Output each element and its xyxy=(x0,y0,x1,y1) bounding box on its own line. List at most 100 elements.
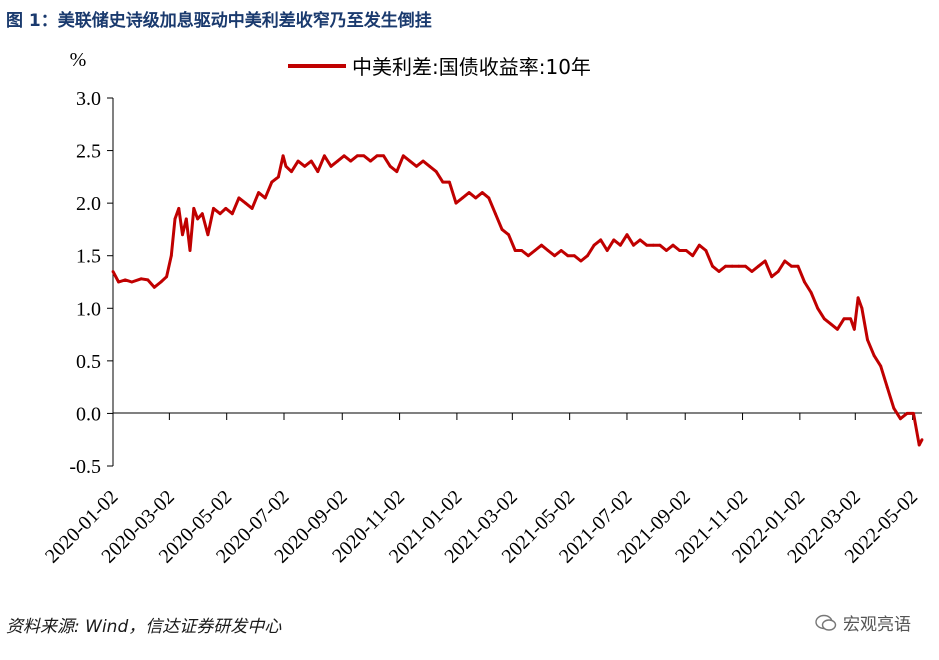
data-point xyxy=(303,164,307,168)
data-point xyxy=(912,412,915,415)
data-point xyxy=(290,170,293,174)
data-point xyxy=(250,207,254,210)
data-point xyxy=(146,278,150,282)
data-point xyxy=(892,406,896,410)
data-point xyxy=(355,154,359,158)
legend-label: 中美利差:国债收益率:10年 xyxy=(352,55,591,79)
y-tick-label: 2.0 xyxy=(76,193,101,215)
data-point xyxy=(599,238,603,242)
data-point xyxy=(461,196,464,200)
data-point xyxy=(159,280,163,284)
data-point xyxy=(401,154,405,158)
data-point xyxy=(920,438,924,442)
data-point xyxy=(349,159,353,163)
data-point xyxy=(329,164,333,168)
data-point xyxy=(500,228,504,231)
chart-title: 图 1：美联储史诗级加息驱动中美利差收窄乃至发生倒挂 xyxy=(6,11,432,31)
data-point xyxy=(395,170,399,174)
data-point xyxy=(724,264,727,268)
data-point xyxy=(586,254,589,258)
data-point xyxy=(879,364,883,368)
data-point xyxy=(866,338,869,342)
data-point xyxy=(526,254,530,258)
data-point xyxy=(559,249,563,252)
data-point xyxy=(744,264,747,268)
data-point xyxy=(671,243,675,247)
data-point xyxy=(369,159,372,163)
data-point xyxy=(658,243,662,247)
data-point xyxy=(152,285,156,289)
data-point xyxy=(579,259,583,263)
data-point xyxy=(645,243,649,247)
data-point xyxy=(139,277,143,281)
data-point xyxy=(905,412,909,415)
data-point xyxy=(382,154,385,158)
data-point xyxy=(224,207,228,210)
y-tick-label: 0.0 xyxy=(76,403,101,425)
data-point xyxy=(441,180,445,184)
data-point xyxy=(467,191,471,195)
data-point xyxy=(803,280,806,284)
data-point xyxy=(428,164,431,168)
data-point xyxy=(763,259,767,263)
data-point xyxy=(856,296,860,300)
data-point xyxy=(296,159,300,163)
data-point xyxy=(177,207,181,210)
data-point xyxy=(218,212,222,216)
y-tick-label: 2.5 xyxy=(76,141,101,163)
data-point xyxy=(605,249,609,252)
data-point xyxy=(123,278,127,282)
data-point xyxy=(200,212,204,216)
line-chart: 3.02.52.01.51.00.50.0-0.5%2020-01-022020… xyxy=(41,49,924,568)
watermark-text: 宏观亮语 xyxy=(843,615,911,635)
watermark: 宏观亮语 xyxy=(815,610,911,635)
data-point xyxy=(533,249,537,252)
data-point xyxy=(678,249,681,252)
data-point xyxy=(822,317,826,321)
data-point xyxy=(408,159,412,163)
data-point xyxy=(790,264,793,268)
series-line xyxy=(111,154,924,447)
data-point xyxy=(776,270,780,273)
data-point xyxy=(173,217,177,221)
data-point xyxy=(342,154,346,158)
data-point xyxy=(375,154,379,158)
data-point xyxy=(507,233,510,237)
data-point xyxy=(196,217,200,221)
data-point xyxy=(284,164,288,168)
y-tick-label: 3.0 xyxy=(76,88,101,110)
data-point xyxy=(783,259,787,263)
data-point xyxy=(540,243,543,247)
data-point xyxy=(237,196,241,200)
data-point xyxy=(684,249,688,252)
data-point xyxy=(836,327,839,331)
data-point xyxy=(860,306,864,310)
data-point xyxy=(434,170,438,174)
data-point xyxy=(711,264,714,268)
data-point xyxy=(619,243,622,247)
data-point xyxy=(487,196,491,200)
data-point xyxy=(566,254,570,258)
data-point xyxy=(281,154,285,158)
data-point xyxy=(770,275,774,279)
data-point xyxy=(388,164,392,168)
data-point xyxy=(415,164,418,168)
data-point xyxy=(849,317,852,321)
data-point xyxy=(730,264,734,268)
data-point xyxy=(454,201,458,205)
data-point xyxy=(572,254,576,258)
data-point xyxy=(816,306,820,310)
data-point xyxy=(309,159,313,163)
data-point xyxy=(829,322,833,326)
data-point xyxy=(230,212,234,216)
data-point xyxy=(257,191,260,195)
data-point xyxy=(244,201,247,205)
data-point xyxy=(263,196,267,200)
data-point xyxy=(111,270,115,273)
y-tick-label: 1.5 xyxy=(76,246,101,268)
y-axis-label: % xyxy=(70,49,87,71)
data-point xyxy=(169,254,173,258)
data-point xyxy=(520,249,524,252)
data-point xyxy=(796,264,800,268)
data-point xyxy=(474,196,478,200)
